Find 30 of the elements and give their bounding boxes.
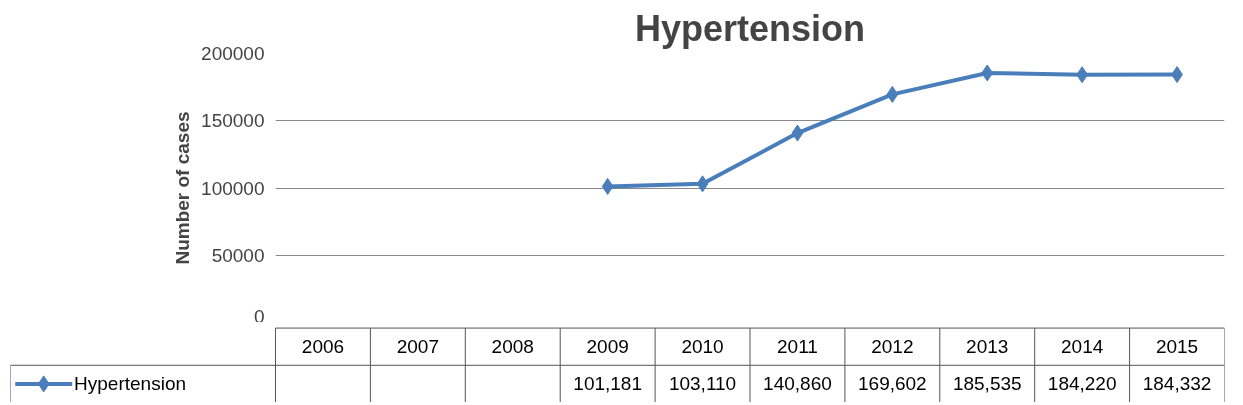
x-tick-label: 2014	[1061, 336, 1104, 358]
y-axis-title: Number of cases	[172, 111, 194, 265]
data-label: 169,602	[858, 373, 927, 395]
data-label: 185,535	[952, 373, 1022, 395]
data-label: 140,860	[763, 373, 832, 395]
x-tick-label: 2006	[301, 336, 345, 358]
y-tick-label: 150000	[201, 110, 265, 132]
x-tick-label: 2011	[777, 336, 818, 358]
point	[791, 124, 804, 142]
x-tick-label: 2010	[681, 336, 724, 358]
x-tick-label: 2012	[871, 336, 914, 358]
x-tick-label: 2013	[966, 336, 1009, 358]
x-tick-label: 2007	[396, 336, 439, 358]
legend-label: Hypertension	[74, 373, 187, 395]
point	[601, 177, 614, 195]
chart-title: Hypertension	[634, 7, 866, 49]
y-tick-label: 0	[253, 305, 265, 327]
point	[981, 64, 994, 82]
y-tick-label: 50000	[211, 244, 265, 266]
x-tick-label: 2008	[491, 336, 534, 358]
data-label: 103,110	[668, 373, 737, 395]
data-label: 184,220	[1047, 373, 1117, 395]
y-tick-label: 200000	[201, 43, 265, 64]
data-label: 101,181	[573, 373, 642, 395]
x-tick-label: 2009	[586, 336, 629, 358]
x-tick-label: 2015	[1155, 336, 1199, 358]
y-tick-label: 100000	[201, 177, 265, 199]
point	[886, 85, 899, 103]
point	[696, 175, 709, 193]
data-label: 184,332	[1142, 373, 1212, 395]
